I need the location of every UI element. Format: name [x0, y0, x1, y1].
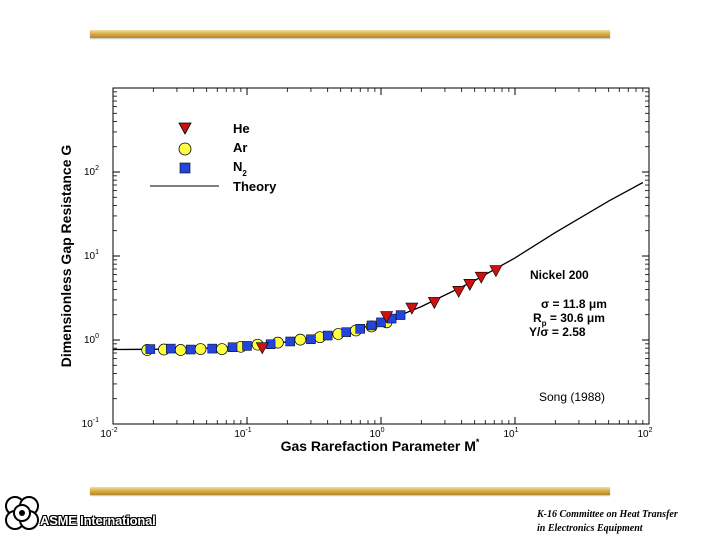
- y-tick-label: 101: [84, 249, 99, 262]
- n2-point: [322, 330, 333, 341]
- n2-point: [376, 317, 386, 328]
- he-point: [489, 265, 503, 278]
- top-decorative-bar: [90, 30, 610, 38]
- y-tick-label-exp: 0: [95, 333, 99, 340]
- x-tick-label-exp: 2: [649, 427, 653, 434]
- rp-label-main: R: [533, 311, 542, 325]
- n2-point: [166, 343, 176, 354]
- axis-ticks: [112, 88, 649, 425]
- n2-point: [285, 336, 295, 347]
- asme-wordmark: ASME International: [40, 513, 156, 528]
- ar-point: [294, 333, 307, 346]
- n2-point: [306, 334, 316, 345]
- annotations: Nickel 200 σ = 11.8 μm Rp = 30.6 μm Y/σ …: [529, 268, 607, 404]
- n2-point: [207, 343, 217, 354]
- legend-he-marker: [178, 122, 192, 135]
- legend-n2-marker: [179, 162, 191, 174]
- y-tick-label-exp: -1: [93, 417, 99, 424]
- x-tick-label-base: 10: [503, 429, 515, 440]
- legend-ar-marker: [178, 142, 192, 156]
- x-tick-label: 10-1: [234, 427, 251, 440]
- n2-point: [227, 342, 238, 352]
- ar-point: [194, 343, 207, 355]
- x-axis-title-sup: *: [476, 437, 480, 447]
- n2-point: [242, 341, 252, 351]
- y-tick-label-exp: 1: [95, 249, 99, 256]
- rp-label-rest: = 30.6 μm: [547, 311, 605, 325]
- legend-theory-label: Theory: [233, 179, 277, 194]
- x-tick-label: 10-2: [100, 427, 117, 440]
- ar-point: [174, 344, 187, 356]
- y-tick-label-base: 10: [84, 335, 96, 346]
- committee-credit: K-16 Committee on Heat Transfer in Elect…: [537, 508, 678, 536]
- legend-he-label: He: [233, 121, 250, 136]
- y-axis-title: Dimensionless Gap Resistance G: [58, 145, 74, 368]
- x-tick-label-exp: 1: [515, 427, 519, 434]
- x-tick-label-base: 10: [234, 429, 246, 440]
- committee-line-2: in Electronics Equipment: [537, 523, 643, 534]
- y-tick-label-base: 10: [82, 419, 94, 430]
- legend-n2-label-sub: 2: [242, 169, 247, 178]
- he-point: [463, 279, 477, 291]
- legend: He Ar N2 Theory: [150, 121, 277, 194]
- series-layer: [112, 181, 644, 356]
- x-tick-label: 102: [637, 427, 652, 440]
- x-tick-label-base: 10: [637, 429, 649, 440]
- material-label: Nickel 200: [530, 268, 589, 282]
- he-point: [255, 342, 269, 355]
- x-tick-label-exp: -2: [111, 427, 117, 434]
- sigma-label: σ = 11.8 μm: [541, 297, 607, 311]
- n2-point: [341, 327, 351, 337]
- committee-line-1: K-16 Committee on Heat Transfer: [537, 509, 678, 520]
- he-point: [474, 271, 488, 284]
- x-axis-title-text: Gas Rarefaction Parameter M: [281, 438, 476, 454]
- rp-label-sub: p: [542, 319, 547, 328]
- y-tick-label: 102: [84, 165, 99, 178]
- legend-n2-label: N2: [233, 159, 247, 178]
- x-tick-label-base: 10: [100, 429, 112, 440]
- asme-logo: [5, 496, 39, 530]
- x-tick-label: 101: [503, 427, 518, 440]
- x-tick-label: 100: [369, 427, 384, 440]
- n2-point: [185, 344, 196, 355]
- y-tick-label: 10-1: [82, 417, 99, 430]
- y-tick-label: 100: [84, 333, 99, 346]
- y-sigma-label: Y/σ = 2.58: [529, 325, 586, 339]
- bottom-decorative-bar: [90, 487, 610, 495]
- legend-ar-label: Ar: [233, 140, 247, 155]
- plot-frame: [112, 87, 650, 425]
- n2-point: [366, 320, 377, 331]
- he-point: [380, 311, 394, 324]
- he-point: [405, 302, 419, 315]
- he-point: [452, 285, 466, 298]
- x-tick-label-exp: -1: [245, 427, 251, 434]
- he-point: [427, 297, 441, 310]
- x-axis-title: Gas Rarefaction Parameter M*: [281, 437, 480, 454]
- x-tick-label-exp: 0: [381, 427, 385, 434]
- legend-n2-label-main: N: [233, 159, 242, 174]
- n2-point: [355, 324, 365, 334]
- credit-label: Song (1988): [539, 390, 605, 404]
- ar-point: [216, 343, 228, 355]
- y-tick-label-base: 10: [84, 251, 96, 262]
- y-tick-label-base: 10: [84, 167, 96, 178]
- n2-point: [145, 344, 156, 354]
- n2-point: [395, 310, 406, 320]
- x-tick-label-base: 10: [369, 429, 381, 440]
- y-tick-label-exp: 2: [95, 165, 99, 172]
- rp-label: Rp = 30.6 μm: [533, 311, 605, 328]
